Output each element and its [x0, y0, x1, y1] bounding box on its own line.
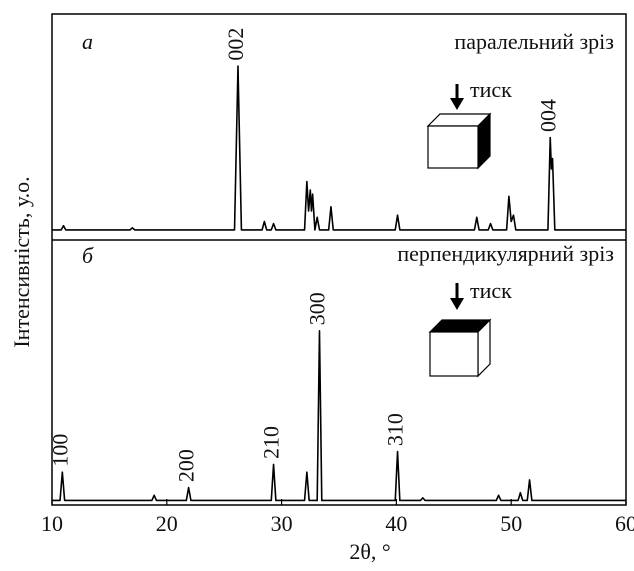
cube — [428, 318, 492, 378]
x-tick-label: 40 — [385, 511, 407, 536]
xrd-pattern — [52, 330, 626, 502]
x-axis-label: 2θ, ° — [349, 539, 390, 564]
peak-label: 200 — [174, 449, 199, 482]
y-axis-label: Інтенсивність, у.о. — [9, 176, 34, 347]
cube — [426, 112, 492, 170]
peak-label: 210 — [259, 426, 284, 459]
pressure-label: тиск — [470, 278, 512, 303]
peak-label: 004 — [535, 99, 560, 132]
panel-title: перпендикулярний зріз — [397, 241, 614, 266]
peak-label: 002 — [223, 28, 248, 61]
x-tick-label: 10 — [41, 511, 63, 536]
arrow-head — [450, 98, 464, 110]
peak-label: 300 — [305, 292, 330, 325]
arrow-head — [450, 298, 464, 310]
peak-label: 100 — [47, 434, 72, 467]
x-tick-label: 50 — [500, 511, 522, 536]
xrd-pattern — [52, 65, 626, 231]
plot-frame — [51, 13, 627, 506]
x-tick-label: 30 — [271, 511, 293, 536]
panel-label: а — [82, 29, 93, 54]
panel-title: паралельний зріз — [454, 29, 614, 54]
pressure-label: тиск — [470, 77, 512, 102]
x-tick-label: 20 — [156, 511, 178, 536]
x-tick-label: 60 — [615, 511, 634, 536]
panel-label: б — [82, 243, 94, 268]
peak-label: 310 — [383, 413, 408, 446]
